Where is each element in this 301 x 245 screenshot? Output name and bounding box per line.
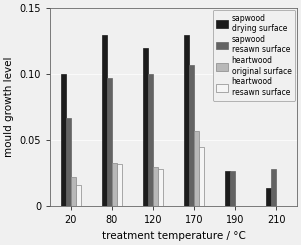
Bar <box>66 118 71 206</box>
Bar <box>61 74 66 206</box>
Bar <box>107 78 112 206</box>
Bar <box>143 48 148 206</box>
Y-axis label: mould growth level: mould growth level <box>4 57 14 158</box>
Legend: sapwood
drying surface, sapwood
resawn surface, heartwood
original surface, hear: sapwood drying surface, sapwood resawn s… <box>213 10 295 101</box>
Bar <box>199 147 204 206</box>
Bar <box>272 169 276 206</box>
Bar <box>194 131 199 206</box>
Bar <box>117 164 122 206</box>
Bar <box>102 35 107 206</box>
Bar <box>71 177 76 206</box>
Bar <box>225 171 230 206</box>
Bar <box>158 169 163 206</box>
Bar <box>148 74 153 206</box>
Bar <box>153 167 158 206</box>
X-axis label: treatment temperature / °C: treatment temperature / °C <box>102 231 246 241</box>
Bar <box>230 171 235 206</box>
Bar <box>76 185 81 206</box>
Bar <box>112 163 117 206</box>
Bar <box>184 35 189 206</box>
Bar <box>266 188 272 206</box>
Bar <box>189 65 194 206</box>
